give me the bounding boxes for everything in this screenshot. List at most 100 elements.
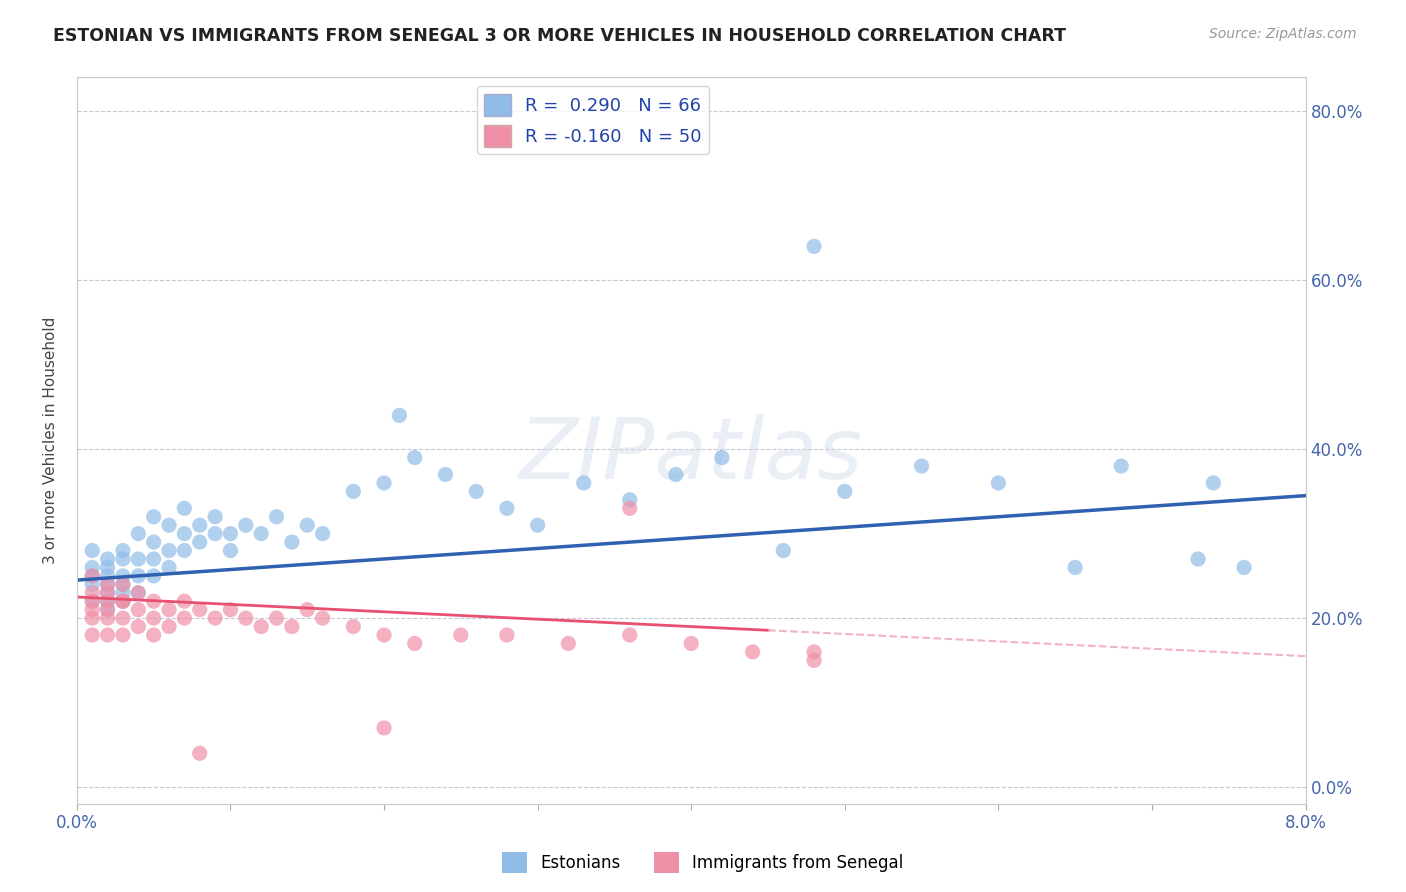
Point [281,619,304,633]
Point [142,628,165,642]
Point [97,628,120,642]
Point [111,577,134,591]
Point [373,475,395,490]
Point [97,602,120,616]
Legend: Estonians, Immigrants from Senegal: Estonians, Immigrants from Senegal [495,846,911,880]
Point [219,543,242,558]
Point [665,467,688,482]
Point [97,586,120,600]
Point [557,636,579,650]
Point [803,645,825,659]
Point [188,535,211,549]
Point [803,653,825,667]
Point [173,501,195,516]
Point [496,501,519,516]
Point [97,594,120,608]
Point [266,611,288,625]
Point [142,594,165,608]
Point [97,569,120,583]
Point [250,619,273,633]
Point [111,594,134,608]
Point [127,619,149,633]
Point [204,526,226,541]
Point [342,619,364,633]
Point [204,509,226,524]
Point [142,569,165,583]
Point [219,526,242,541]
Point [111,594,134,608]
Point [173,611,195,625]
Point [572,475,595,490]
Legend: R =  0.290   N = 66, R = -0.160   N = 50: R = 0.290 N = 66, R = -0.160 N = 50 [477,87,709,154]
Point [910,458,932,473]
Point [97,611,120,625]
Point [266,509,288,524]
Point [97,594,120,608]
Point [142,535,165,549]
Point [82,569,104,583]
Y-axis label: 3 or more Vehicles in Household: 3 or more Vehicles in Household [44,317,58,565]
Point [281,535,304,549]
Point [127,552,149,566]
Point [741,645,763,659]
Point [450,628,472,642]
Point [404,450,426,465]
Point [82,569,104,583]
Point [127,586,149,600]
Point [82,628,104,642]
Point [111,543,134,558]
Point [465,484,488,499]
Point [619,492,641,507]
Point [82,602,104,616]
Point [127,526,149,541]
Point [219,602,242,616]
Point [142,611,165,625]
Point [342,484,364,499]
Point [173,526,195,541]
Point [496,628,519,642]
Point [111,552,134,566]
Point [82,586,104,600]
Point [619,501,641,516]
Point [710,450,733,465]
Point [111,594,134,608]
Point [157,543,180,558]
Point [111,611,134,625]
Point [82,560,104,574]
Point [97,560,120,574]
Point [235,518,257,533]
Point [157,518,180,533]
Point [1187,552,1209,566]
Text: ZIPatlas: ZIPatlas [519,414,863,497]
Point [111,569,134,583]
Point [297,518,319,533]
Point [526,518,548,533]
Point [82,543,104,558]
Point [157,560,180,574]
Point [97,577,120,591]
Point [803,239,825,253]
Point [82,594,104,608]
Point [142,509,165,524]
Point [434,467,457,482]
Point [97,577,120,591]
Point [127,602,149,616]
Point [97,586,120,600]
Point [404,636,426,650]
Point [681,636,703,650]
Point [111,628,134,642]
Point [772,543,794,558]
Point [157,619,180,633]
Point [1233,560,1256,574]
Point [311,526,333,541]
Point [987,475,1010,490]
Point [297,602,319,616]
Point [97,602,120,616]
Point [111,586,134,600]
Point [127,569,149,583]
Point [388,409,411,423]
Point [82,577,104,591]
Text: ESTONIAN VS IMMIGRANTS FROM SENEGAL 3 OR MORE VEHICLES IN HOUSEHOLD CORRELATION : ESTONIAN VS IMMIGRANTS FROM SENEGAL 3 OR… [53,27,1066,45]
Point [82,594,104,608]
Point [373,721,395,735]
